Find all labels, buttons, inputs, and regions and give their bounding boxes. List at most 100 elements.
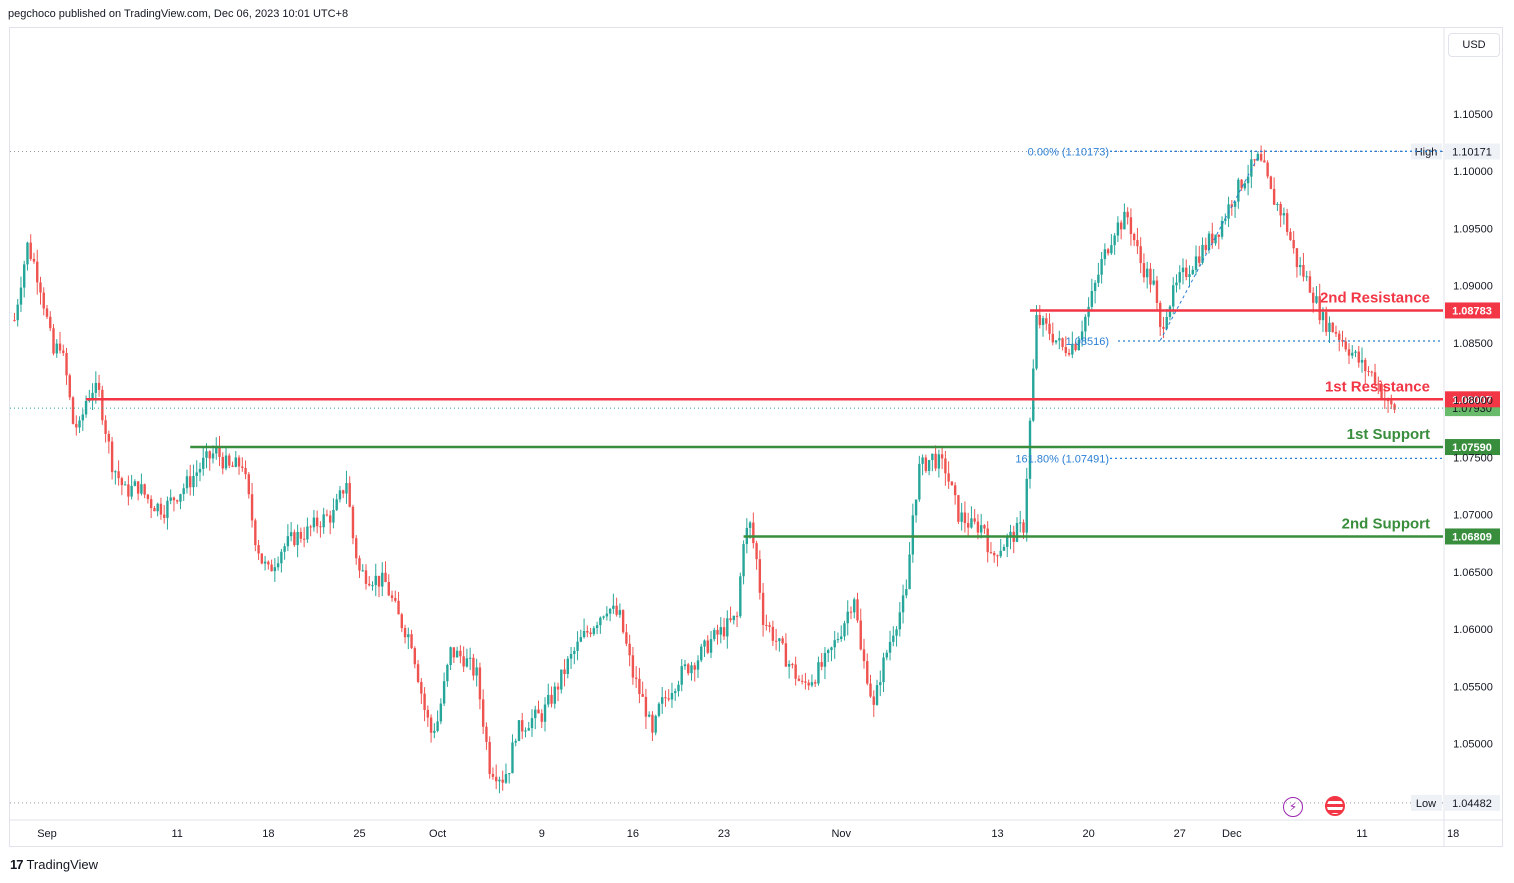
candle-body (1311, 292, 1315, 303)
candle-body (267, 561, 270, 565)
candle-body (830, 647, 833, 651)
us-flag-icon[interactable] (1325, 796, 1345, 816)
candle-body (433, 730, 436, 733)
candle-body (722, 627, 726, 637)
candle-body (1207, 233, 1211, 250)
candle-body (1090, 291, 1094, 307)
candle-body (413, 648, 417, 665)
candle-body (647, 714, 651, 717)
candle-body (123, 484, 127, 486)
candle-body (32, 258, 36, 262)
fib-level-label: 161.80% (1.07491) (1015, 453, 1109, 465)
lightning-icon[interactable]: ⚡ (1283, 797, 1303, 817)
candle-body (1145, 268, 1149, 278)
candle-body (885, 652, 888, 658)
candle-body (1074, 343, 1077, 351)
candle-body (1058, 338, 1061, 341)
candle-body (983, 525, 986, 529)
candle-body (960, 512, 963, 522)
candle-body (840, 636, 843, 639)
candle-body (524, 730, 527, 732)
currency-selector[interactable]: USD (1448, 33, 1500, 57)
extreme-value: 1.04482 (1452, 798, 1492, 810)
candle-body (1285, 213, 1289, 232)
candle-body (348, 483, 351, 507)
candle-body (924, 457, 928, 471)
candle-body (1041, 318, 1045, 325)
candle-body (973, 518, 976, 522)
candle-body (1119, 222, 1123, 230)
candle-body (1054, 340, 1058, 343)
candle-body (1178, 272, 1181, 283)
candle-body (146, 494, 150, 500)
candle-body (940, 454, 944, 459)
candle-body (1051, 333, 1054, 343)
candle-body (934, 453, 937, 469)
candle-body (104, 420, 107, 434)
candle-body (836, 638, 840, 641)
candle-body (1292, 240, 1295, 249)
time-tick-label: Nov (831, 828, 851, 840)
candle-body (403, 628, 407, 638)
candle-body (654, 715, 657, 733)
candle-body (742, 544, 745, 577)
candle-body (755, 543, 758, 560)
price-tick-label: 1.09000 (1453, 281, 1493, 293)
candle-body (130, 485, 133, 497)
publish-header: pegchoco published on TradingView.com, D… (8, 8, 349, 20)
candle-body (1139, 246, 1142, 264)
candle-body (374, 575, 377, 586)
candle-body (36, 261, 39, 283)
candle-body (882, 657, 885, 683)
candle-body (1191, 269, 1194, 275)
candle-body (26, 242, 29, 265)
candle-body (1331, 322, 1334, 333)
candle-body (127, 484, 130, 497)
candle-body (586, 630, 589, 633)
candle-body (944, 458, 947, 474)
candle-body (1077, 339, 1081, 351)
candle-body (481, 699, 485, 727)
candle-body (1087, 306, 1090, 317)
candle-body (1377, 383, 1380, 385)
candle-body (1370, 371, 1373, 373)
candle-body (914, 499, 918, 516)
candle-body (182, 488, 185, 495)
candle-body (446, 664, 449, 682)
candle-body (1006, 537, 1009, 547)
candle-body (211, 453, 215, 459)
candle-body (1045, 318, 1048, 324)
candle-body (221, 456, 224, 469)
candle-body (927, 460, 931, 471)
extreme-label-bg (1411, 794, 1442, 811)
candle-body (641, 693, 644, 697)
candle-body (628, 643, 631, 656)
candle-body (713, 629, 716, 640)
candle-body (634, 677, 638, 679)
candle-body (1282, 213, 1286, 216)
candle-body (42, 292, 45, 309)
candle-body (1113, 235, 1116, 246)
candle-body (1100, 259, 1103, 275)
price-tick-label: 1.05500 (1453, 681, 1493, 693)
candle-body (149, 499, 153, 509)
candle-body (608, 608, 612, 614)
candle-body (963, 512, 967, 524)
tradingview-brand: TradingView (26, 857, 99, 872)
candle-body (257, 545, 260, 554)
level-price-value: 1.06809 (1452, 531, 1492, 543)
candle-body (1019, 522, 1022, 524)
candle-body (810, 682, 814, 686)
candle-body (1022, 522, 1025, 533)
candle-body (625, 632, 628, 644)
candle-body (1162, 326, 1165, 329)
candle-body (1233, 201, 1237, 207)
candle-body (498, 779, 501, 782)
candle-body (527, 728, 530, 731)
candle-body (752, 522, 755, 544)
candle-body (1064, 346, 1068, 354)
candle-body (921, 457, 924, 464)
candle-body (726, 618, 729, 637)
candle-body (189, 476, 192, 488)
